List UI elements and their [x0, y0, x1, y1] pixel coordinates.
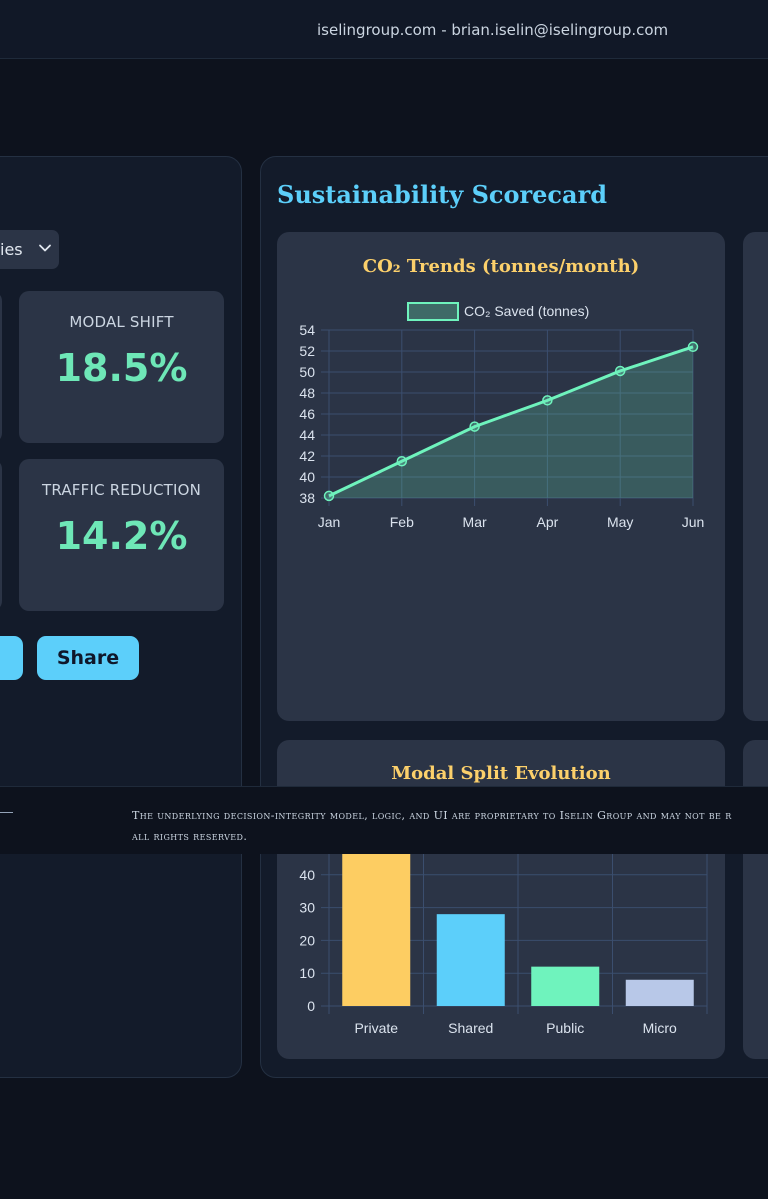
chart-card-partial: [743, 232, 768, 721]
stat-card-partial: [0, 291, 2, 443]
bar: [436, 914, 505, 1006]
x-tick-label: Micro: [643, 1020, 677, 1036]
x-tick-label: Feb: [390, 514, 414, 530]
y-tick-label: 0: [307, 998, 315, 1014]
footer-notice: The underlying decision-integrity model,…: [132, 805, 768, 847]
bar: [342, 835, 411, 1006]
footer-notice-bar: The underlying decision-integrity model,…: [0, 786, 768, 854]
y-tick-label: 40: [299, 469, 315, 485]
header-account-text: iselingroup.com - brian.iselin@iselingro…: [317, 21, 669, 39]
y-tick-label: 38: [299, 490, 315, 506]
co2-trends-chart-card: CO₂ Trends (tonnes/month) CO₂ Saved (ton…: [277, 232, 725, 721]
chevron-down-icon: [39, 244, 51, 252]
data-point: [614, 365, 626, 377]
stat-card-partial: [0, 459, 2, 611]
data-point: [323, 490, 335, 502]
chart-title: Modal Split Evolution: [391, 763, 611, 784]
series-line: [328, 345, 694, 498]
footer-line: all rights reserved.: [132, 830, 248, 843]
y-tick-label: 48: [299, 385, 315, 401]
footer-line: The underlying decision-integrity model,…: [132, 809, 732, 822]
y-tick-label: 54: [299, 322, 315, 338]
partial-action-button[interactable]: [0, 636, 23, 680]
y-tick-label: 20: [299, 932, 315, 948]
y-tick-label: 30: [299, 900, 315, 916]
stat-label: MODAL SHIFT: [69, 313, 174, 331]
x-tick-label: Shared: [448, 1020, 493, 1036]
stat-card-modal-shift: MODAL SHIFT 18.5%: [19, 291, 224, 443]
data-point: [396, 456, 408, 467]
top-bar: iselingroup.com - brian.iselin@iselingro…: [0, 0, 768, 59]
data-point: [469, 421, 480, 432]
footer-divider: [0, 812, 13, 813]
legend-label: CO₂ Saved (tonnes): [464, 303, 589, 319]
x-tick-label: Mar: [463, 514, 487, 530]
x-tick-label: Apr: [537, 514, 559, 530]
stat-label: TRAFFIC REDUCTION: [41, 481, 202, 499]
y-tick-label: 10: [299, 965, 315, 981]
x-tick-label: Public: [546, 1020, 584, 1036]
section-title: Sustainability Scorecard: [277, 180, 608, 209]
y-tick-label: 44: [299, 427, 315, 443]
stat-value: 18.5%: [55, 346, 188, 390]
x-tick-label: Jan: [318, 514, 341, 530]
y-tick-label: 46: [299, 406, 315, 422]
x-tick-label: Private: [354, 1020, 398, 1036]
x-tick-label: May: [607, 514, 633, 530]
filter-select[interactable]: ies: [0, 230, 59, 269]
filter-select-value: ies: [0, 240, 23, 259]
y-tick-label: 50: [299, 364, 315, 380]
x-tick-label: Jun: [682, 514, 705, 530]
data-point: [542, 395, 553, 406]
y-tick-label: 40: [299, 867, 315, 883]
y-tick-label: 42: [299, 448, 315, 464]
stat-card-traffic-reduction: TRAFFIC REDUCTION 14.2%: [19, 459, 224, 611]
stat-value: 14.2%: [55, 514, 188, 558]
data-point: [687, 341, 699, 353]
series-area: [329, 346, 693, 498]
chart-title: CO₂ Trends (tonnes/month): [362, 256, 640, 277]
share-button[interactable]: Share: [37, 636, 139, 680]
y-tick-label: 52: [299, 343, 315, 359]
bar: [531, 966, 600, 1006]
bar: [625, 979, 694, 1006]
legend-swatch: [407, 302, 459, 321]
